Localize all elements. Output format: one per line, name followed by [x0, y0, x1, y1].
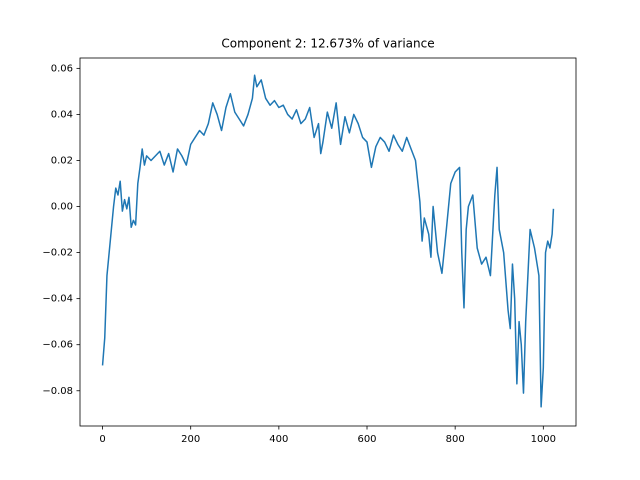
axes-frame — [79, 57, 577, 427]
y-tick-label: −0.06 — [42, 340, 73, 351]
x-tick-label: 200 — [181, 434, 200, 445]
y-tick-label: −0.02 — [42, 248, 73, 259]
x-tick-label: 0 — [99, 434, 105, 445]
x-tick-label: 400 — [269, 434, 288, 445]
y-tick-label: −0.08 — [42, 386, 73, 397]
x-tick-label: 800 — [446, 434, 465, 445]
x-tick-label: 600 — [357, 434, 376, 445]
y-tick-label: −0.04 — [42, 294, 73, 305]
chart-title: Component 2: 12.673% of variance — [221, 37, 434, 51]
x-tick-label: 1000 — [531, 434, 556, 445]
data-line — [101, 74, 555, 408]
y-tick-label: 0.04 — [51, 109, 73, 120]
y-tick-label: 0.02 — [51, 155, 73, 166]
y-tick-label: 0.06 — [51, 63, 73, 74]
y-tick-label: 0.00 — [51, 202, 73, 213]
